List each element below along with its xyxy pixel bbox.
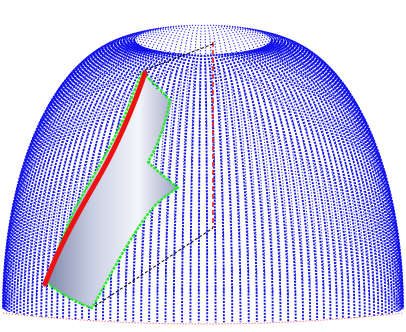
- meridian-line: [223, 25, 266, 296]
- meridian-line: [5, 36, 137, 307]
- meridian-line: [203, 24, 208, 295]
- meridian-line: [257, 47, 366, 317]
- meridian-line: [215, 53, 242, 323]
- meridian-line: [212, 53, 234, 323]
- base-rim-line: [2, 312, 404, 325]
- meridian-line: [262, 46, 380, 316]
- meridian-line: [265, 33, 387, 303]
- meridian-line: [27, 32, 144, 302]
- meridian-line: [10, 43, 138, 313]
- meridian-line: [254, 29, 355, 300]
- meridian-line: [40, 47, 149, 317]
- meridian-line: [246, 50, 332, 320]
- meridian-line: [269, 42, 400, 312]
- meridian-line: [229, 25, 282, 296]
- meridian-line: [257, 30, 366, 301]
- meridian-line: [218, 53, 250, 323]
- meridian-line: [6, 36, 137, 306]
- top-guide-line: [144, 43, 214, 71]
- meridian-line: [269, 36, 400, 306]
- meridian-line: [19, 33, 141, 303]
- selected-path-line: [42, 70, 148, 287]
- meridian-line: [234, 52, 297, 321]
- meridian-line: [164, 24, 191, 295]
- meridian-line: [244, 27, 325, 298]
- meridian-line: [35, 31, 147, 301]
- meridian-line: [236, 26, 304, 297]
- meridian-line: [269, 36, 401, 307]
- meridian-line: [148, 53, 185, 322]
- meridian-line: [246, 27, 332, 298]
- meridian-line: [209, 54, 225, 323]
- meridian-line: [223, 53, 266, 322]
- meridian-line: [31, 31, 145, 302]
- meridian-line: [95, 26, 167, 297]
- meridian-line: [231, 52, 290, 322]
- meridian-line: [263, 45, 384, 315]
- meridian-line: [259, 31, 371, 301]
- meridian-line: [16, 33, 140, 304]
- meridian-line: [189, 54, 200, 323]
- meridian-line: [221, 53, 258, 322]
- meridian-line: [13, 43, 139, 314]
- meridian-line: [45, 30, 150, 300]
- meridian-line: [218, 24, 250, 295]
- meridian-line: [266, 44, 390, 314]
- dome-meridian-lines: [2, 24, 404, 325]
- meridian-line: [254, 48, 356, 318]
- meridian-line: [56, 29, 154, 299]
- meridian-line: [13, 34, 139, 304]
- meridian-line: [268, 43, 396, 313]
- meridian-line: [231, 25, 289, 296]
- meridian-line: [239, 51, 312, 321]
- meridian-line: [203, 54, 209, 323]
- meridian-line: [206, 54, 217, 323]
- meridian-line: [266, 33, 390, 304]
- meridian-line: [234, 26, 297, 297]
- selected-surface-patch: [42, 70, 180, 310]
- meridian-line: [229, 52, 282, 322]
- meridian-line: [19, 45, 141, 315]
- meridian-line: [181, 54, 197, 323]
- meridian-line: [265, 45, 387, 315]
- meridian-line: [198, 24, 203, 295]
- overlay-lines: [94, 42, 214, 307]
- meridian-line: [51, 29, 152, 300]
- meridian-line: [40, 30, 149, 301]
- meridian-line: [197, 54, 203, 323]
- meridian-line: [212, 24, 233, 295]
- patch-boundary-line: [44, 71, 180, 310]
- meridian-line: [256, 48, 361, 318]
- meridian-line: [239, 26, 311, 297]
- meridian-line: [252, 49, 350, 319]
- meridian-line: [215, 24, 242, 295]
- meridian-line: [16, 44, 140, 314]
- meridian-line: [62, 28, 156, 299]
- meridian-line: [156, 53, 188, 323]
- meridian-line: [226, 25, 274, 296]
- meridian-line: [261, 46, 376, 316]
- meridian-line: [22, 45, 143, 315]
- meridian-line: [172, 53, 194, 323]
- meridian-line: [132, 53, 180, 322]
- meridian-line: [267, 43, 393, 314]
- bottom-guide-line: [94, 227, 214, 307]
- meridian-line: [23, 32, 143, 303]
- patch-surface: [46, 72, 178, 308]
- meridian-line: [30, 46, 145, 316]
- meridian-line: [236, 52, 304, 321]
- meridian-line: [248, 50, 338, 319]
- meridian-line: [45, 48, 150, 318]
- meridian-line: [26, 46, 144, 316]
- meridian-line: [50, 48, 152, 318]
- meridian-line: [263, 32, 383, 303]
- meridian-line: [6, 42, 137, 312]
- meridian-line: [173, 24, 194, 295]
- meridian-line: [156, 24, 188, 295]
- meridian-line: [226, 53, 274, 322]
- meridian-line: [164, 53, 191, 323]
- meridian-line: [252, 29, 350, 299]
